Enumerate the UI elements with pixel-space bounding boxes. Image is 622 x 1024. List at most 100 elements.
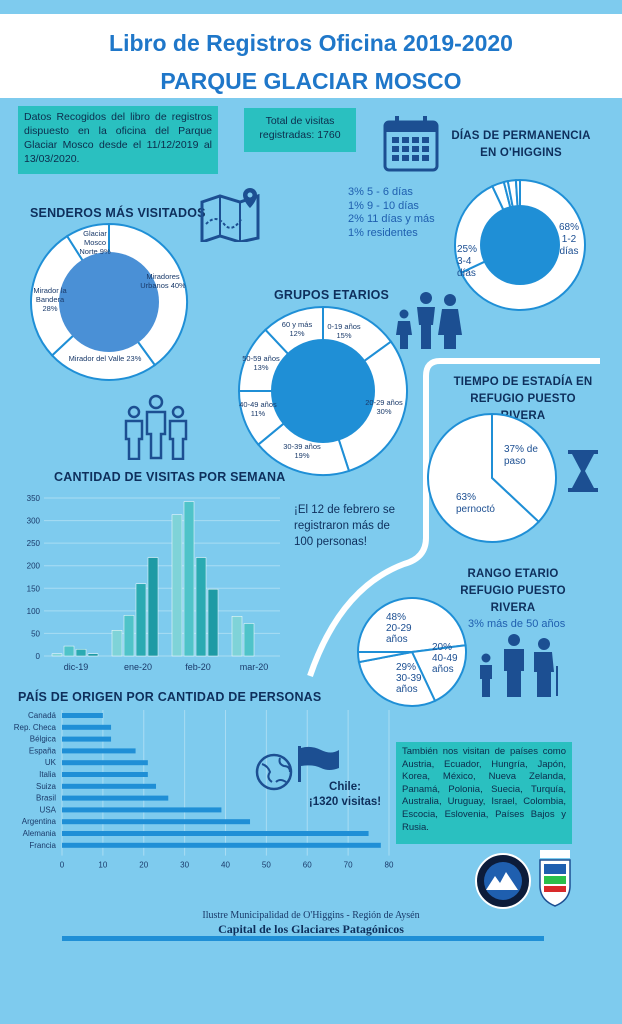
semana-title: CANTIDAD DE VISITAS POR SEMANA: [54, 470, 286, 484]
y-tick-label: 50: [31, 629, 40, 638]
y-tick-label: Brasil: [36, 794, 56, 803]
bar: [62, 795, 169, 801]
y-tick-label: Bélgica: [30, 735, 57, 744]
bar: [87, 653, 99, 657]
y-tick-label: 300: [27, 517, 41, 526]
footer-line2: Capital de los Glaciares Patagónicos: [218, 922, 404, 936]
y-tick-label: España: [29, 746, 57, 755]
bar: [231, 616, 243, 657]
bar: [183, 501, 195, 657]
bar: [243, 623, 255, 657]
grupos-title: GRUPOS ETARIOS: [274, 288, 390, 302]
donut-hole: [480, 205, 560, 285]
bar: [62, 724, 112, 730]
sendero-label-glaciar: Glaciar Mosco Norte 9%: [79, 229, 111, 256]
y-tick-label: 250: [27, 539, 41, 548]
permanencia-title: DÍAS DE PERMANENCIA EN O'HIGGINS: [450, 128, 592, 162]
bar: [135, 583, 147, 657]
pie-slice: [357, 650, 437, 707]
bar: [62, 736, 112, 742]
otros-paises-text: También nos visitan de países como Austr…: [402, 746, 566, 833]
estadia-pernocto-label: 63% pernoctó: [456, 492, 495, 515]
y-tick-label: Suiza: [36, 782, 57, 791]
y-tick-label: Alemania: [23, 829, 57, 838]
rango-title-line2: REFUGIO PUESTO RIVERA: [460, 585, 566, 614]
bar: [207, 588, 219, 657]
grupo-label-40-49: 40-49 años 11%: [239, 400, 277, 418]
y-tick-label: Italia: [39, 770, 56, 779]
bar: [111, 630, 123, 657]
estadia-title-line1: TIEMPO DE ESTADÍA EN: [453, 376, 593, 388]
senderos-donut: [30, 222, 188, 381]
bar: [123, 615, 135, 657]
footer-line1: Ilustre Municipalidad de O'Higgins - Reg…: [202, 910, 420, 921]
elderly-people-icon: [480, 634, 558, 697]
x-tick-label: 60: [303, 861, 312, 870]
permanencia-legend-item: 1% 9 - 10 días: [348, 199, 419, 212]
rango-title: RANGO ETARIO REFUGIO PUESTO RIVERA: [438, 566, 588, 617]
permanencia-legend: 3% 5 - 6 días 1% 9 - 10 días 2% 11 días …: [348, 186, 458, 240]
x-tick-label: 30: [180, 861, 189, 870]
permanencia-donut: [454, 178, 586, 311]
sendero-label-bandera: Mirador la Bandera 28%: [33, 286, 67, 313]
coat-of-arms-logo: [539, 850, 571, 907]
rango-mas50-label: 3% más de 50 años: [468, 618, 566, 630]
y-tick-label: USA: [40, 805, 57, 814]
pie-slice: [427, 412, 541, 543]
y-tick-label: Francia: [29, 841, 56, 850]
x-tick-label: mar-20: [240, 662, 269, 672]
permanencia-legend-item: 2% 11 días y más: [348, 213, 435, 225]
x-tick-label: feb-20: [185, 662, 211, 672]
y-tick-label: Canadá: [28, 711, 57, 720]
group-people-icon: [124, 394, 188, 460]
sendero-label-valle: Mirador del Valle 23%: [68, 354, 142, 363]
family-icon: [396, 292, 462, 349]
x-tick-label: dic-19: [64, 662, 89, 672]
header-banner: [0, 14, 622, 98]
municipality-logo: [475, 853, 531, 909]
footer-bar: [62, 936, 544, 941]
map-icon: [200, 188, 260, 242]
senderos-title: SENDEROS MÁS VISITADOS: [30, 206, 206, 220]
grupo-label-50-59: 50-59 años 13%: [242, 354, 280, 372]
y-tick-label: 350: [27, 494, 41, 503]
x-tick-label: 0: [60, 861, 65, 870]
estadia-pie: [427, 412, 557, 543]
hourglass-icon: [568, 450, 598, 492]
intro-box: Datos Recogidos del libro de registros d…: [18, 106, 218, 174]
total-visits-text: Total de visitas registradas: 1760: [259, 115, 341, 141]
bar: [62, 713, 103, 718]
rango-title-line1: RANGO ETARIO: [467, 568, 559, 580]
page-title: Libro de Registros Oficina 2019-2020: [109, 30, 513, 56]
y-tick-label: 150: [27, 584, 41, 593]
grupo-label-20-29: 20-29 años 30%: [365, 398, 403, 416]
x-tick-label: 80: [385, 861, 394, 870]
rango-pie: [356, 597, 467, 707]
y-tick-label: 0: [36, 652, 41, 661]
permanencia-legend-item: 1% residentes: [348, 226, 418, 239]
intro-text: Datos Recogidos del libro de registros d…: [24, 111, 212, 165]
x-tick-label: 70: [344, 861, 353, 870]
estadia-title: TIEMPO DE ESTADÍA EN REFUGIO PUESTO RIVE…: [448, 374, 598, 425]
x-tick-label: 40: [221, 861, 230, 870]
y-tick-label: UK: [45, 758, 57, 767]
semana-note: ¡El 12 de febrero se registraron más de …: [294, 504, 396, 548]
perm-big-label: 68% 1-2 días: [558, 222, 579, 257]
otros-paises-box: También nos visitan de países como Austr…: [396, 742, 572, 844]
donut-hole: [59, 252, 159, 352]
x-tick-label: 20: [139, 861, 148, 870]
x-tick-label: 50: [262, 861, 271, 870]
estadia-paso-label: 37% de paso: [504, 444, 538, 467]
bar: [147, 557, 159, 657]
rango-40-label: 20% 40-49 años: [432, 642, 458, 675]
globe-icon: [255, 753, 293, 791]
semana-chart: 0 50 100 150 200 250 300 350 dic-19 ene-20 feb-20…: [27, 494, 280, 672]
grupo-label-30-39: 30-39 años 19%: [283, 442, 321, 460]
bar: [62, 748, 136, 754]
grupo-label-0-19: 0-19 años 15%: [327, 322, 361, 340]
grupo-label-60: 60 y más 12%: [281, 320, 313, 338]
bar: [75, 648, 87, 657]
pais-chart: 0 10 20 30 40 50 60 70 80 Canadá Rep. Checa Bélgic…: [14, 710, 394, 870]
bar: [62, 772, 148, 777]
pie-slice: [491, 412, 557, 524]
